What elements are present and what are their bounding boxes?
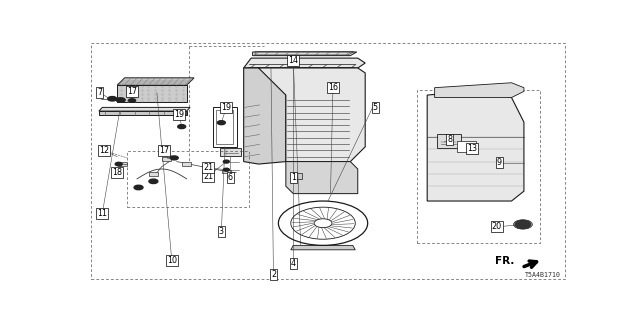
- Text: 21: 21: [203, 163, 213, 172]
- Polygon shape: [244, 58, 365, 68]
- Bar: [182, 162, 191, 166]
- Circle shape: [178, 124, 186, 129]
- Text: 21: 21: [203, 172, 213, 181]
- Circle shape: [116, 98, 125, 102]
- Polygon shape: [117, 78, 194, 85]
- Bar: [127, 150, 248, 207]
- Bar: [457, 141, 476, 152]
- Text: 19: 19: [174, 110, 184, 119]
- Text: 10: 10: [167, 256, 177, 265]
- Polygon shape: [291, 245, 355, 250]
- Polygon shape: [99, 108, 190, 111]
- Text: 16: 16: [328, 83, 338, 92]
- Text: T5A4B1710: T5A4B1710: [525, 272, 561, 278]
- Text: 19: 19: [221, 103, 232, 112]
- Circle shape: [129, 99, 136, 102]
- Circle shape: [108, 97, 116, 101]
- Circle shape: [218, 121, 225, 124]
- Text: 8: 8: [447, 135, 452, 144]
- Text: 11: 11: [97, 209, 108, 218]
- Circle shape: [170, 156, 178, 160]
- Circle shape: [223, 160, 229, 163]
- Bar: [292, 173, 301, 179]
- Text: 1: 1: [291, 173, 296, 182]
- Bar: [417, 90, 540, 243]
- Bar: [118, 162, 127, 166]
- Bar: [220, 148, 241, 156]
- Polygon shape: [117, 85, 187, 102]
- Polygon shape: [428, 90, 524, 201]
- Text: 12: 12: [99, 146, 109, 155]
- Circle shape: [515, 220, 531, 228]
- Circle shape: [134, 185, 143, 190]
- Polygon shape: [259, 68, 365, 162]
- Text: 13: 13: [467, 144, 477, 153]
- Text: 5: 5: [372, 103, 378, 112]
- Bar: [163, 157, 172, 161]
- Polygon shape: [286, 162, 358, 194]
- Text: 20: 20: [492, 222, 502, 231]
- Text: 18: 18: [112, 168, 122, 177]
- Text: 4: 4: [291, 259, 296, 268]
- Text: 2: 2: [271, 270, 276, 279]
- Bar: [179, 111, 186, 114]
- Polygon shape: [99, 111, 187, 115]
- Bar: [437, 134, 461, 148]
- Text: 7: 7: [97, 88, 102, 97]
- Text: FR.: FR.: [495, 256, 514, 266]
- Polygon shape: [253, 52, 356, 56]
- Bar: [149, 172, 158, 176]
- Circle shape: [115, 162, 122, 166]
- Text: 17: 17: [127, 87, 137, 96]
- Bar: [222, 170, 231, 173]
- Circle shape: [149, 179, 158, 184]
- Text: 3: 3: [219, 227, 224, 236]
- Text: 9: 9: [497, 158, 502, 167]
- Text: 14: 14: [288, 56, 298, 65]
- Polygon shape: [435, 83, 524, 98]
- Polygon shape: [244, 68, 286, 164]
- Text: 6: 6: [228, 173, 233, 182]
- Circle shape: [223, 168, 229, 171]
- Text: 17: 17: [159, 146, 170, 155]
- Polygon shape: [213, 108, 237, 147]
- Polygon shape: [216, 110, 233, 144]
- Circle shape: [292, 180, 297, 182]
